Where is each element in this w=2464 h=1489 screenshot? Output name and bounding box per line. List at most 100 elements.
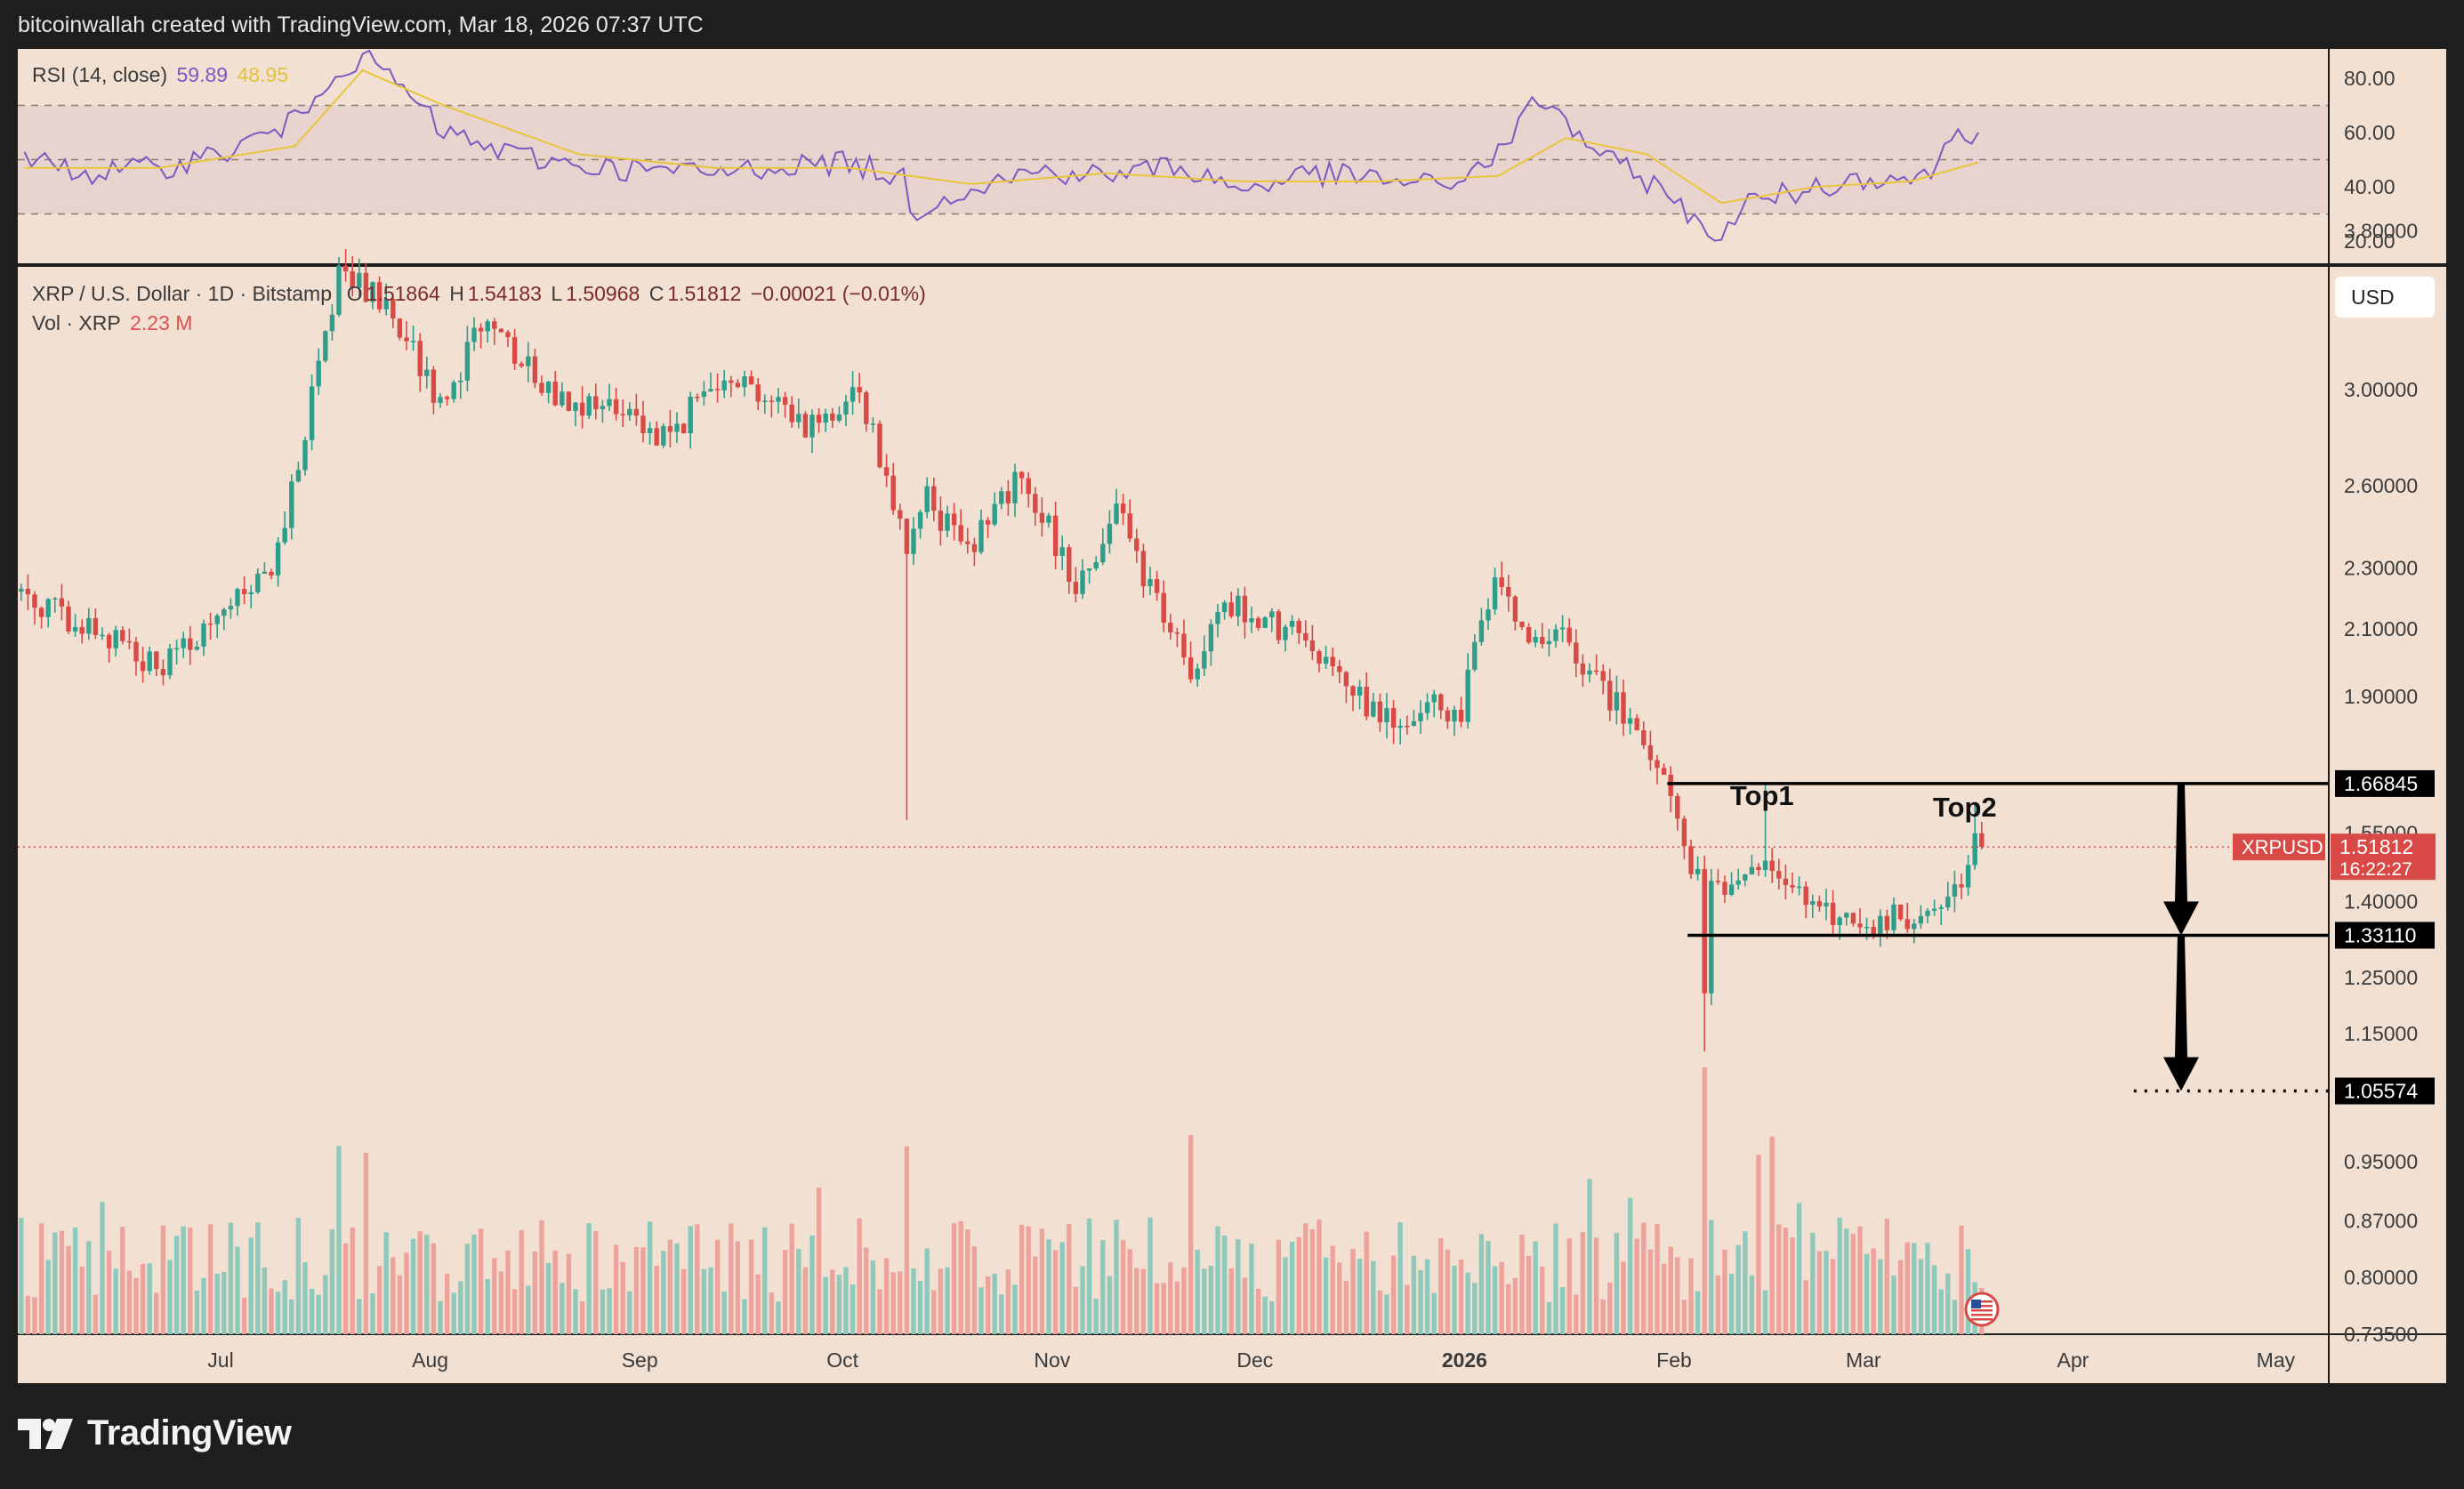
volume-bar [1871,1248,1876,1334]
volume-bar [302,1262,308,1334]
candle-body [289,481,294,528]
candle-body [519,363,524,366]
volume-bar [1824,1251,1829,1334]
price-legend[interactable]: XRP / U.S. Dollar · 1D · Bitstamp O 1.518… [32,282,930,306]
chart-area[interactable]: 80.0060.0040.0020.003.800003.400003.0000… [18,49,2446,1383]
candle-body [1715,881,1721,882]
volume-bar [329,1228,335,1334]
rsi-legend[interactable]: RSI (14, close) 59.89 48.95 [32,63,292,87]
volume-bar [1472,1283,1478,1334]
projection-arrow [2163,935,2199,1091]
volume-bar [782,1250,788,1334]
candle-body [342,265,349,271]
chart-svg[interactable]: 80.0060.0040.0020.003.800003.400003.0000… [18,49,2446,1383]
volume-bar [857,1218,862,1334]
volume-bar [545,1262,552,1334]
volume-bar [1492,1266,1498,1334]
volume-bar [1458,1260,1464,1334]
volume-bar [1228,1268,1234,1334]
candle-body [1424,702,1430,713]
candle-body [1005,491,1011,503]
volume-bar [221,1271,227,1334]
candle-body [1154,579,1160,593]
volume-bar [241,1298,247,1334]
rsi-axis-label: 40.00 [2344,175,2396,198]
volume-bar [19,1218,24,1334]
price-axis-label: 2.30000 [2344,556,2418,579]
candles-group [19,249,1985,1051]
volume-bar [417,1231,423,1334]
volume-bar [1574,1294,1579,1334]
candle-body [1979,833,1985,848]
top-annotation: Top1 [1730,780,1794,811]
candle-body [329,314,335,332]
volume-bar [1566,1238,1572,1334]
candle-body [383,298,389,310]
candle-body [357,272,362,288]
price-axis-label: 0.80000 [2344,1266,2418,1289]
candle-body [1965,865,1971,888]
candle-body [640,415,646,433]
time-axis-label: Mar [1846,1348,1881,1372]
candle-body [100,634,105,637]
us-flag-stripe [1971,1314,1993,1316]
candle-body [755,384,761,402]
volume-bar [1790,1237,1795,1334]
volume-bar [1221,1235,1228,1334]
candle-body [1850,913,1856,924]
volume-bar [431,1243,437,1334]
volume-bar [126,1270,133,1334]
candle-body [1052,515,1059,557]
currency-button[interactable]: USD [2335,277,2435,318]
volume-bar [194,1290,200,1334]
volume-bar [1526,1255,1532,1334]
candle-body [890,475,896,511]
volume-bar [816,1187,822,1334]
volume-bar [451,1292,456,1334]
tradingview-logo[interactable]: TradingView [18,1413,292,1453]
candle-body [911,528,916,554]
volume-bar [1039,1228,1045,1334]
candle-body [573,402,578,411]
volume-bar [755,1274,761,1334]
volume-bar [1465,1272,1470,1334]
volume-bar [883,1258,890,1334]
time-axis-label: Feb [1656,1348,1692,1372]
candle-body [978,519,984,552]
volume-bar [32,1297,37,1334]
candle-body [1168,623,1173,632]
candle-body [1959,884,1964,888]
candle-body [1526,627,1532,643]
volume-bar [904,1146,910,1334]
candle-body [1931,908,1937,911]
candle-body [154,651,159,670]
candle-body [1810,901,1816,905]
candle-body [1289,621,1295,627]
volume-bar [1776,1224,1782,1334]
volume-bar [438,1300,443,1334]
volume-bar [1390,1255,1397,1334]
candle-body [1438,694,1444,711]
volume-bar [1769,1136,1775,1334]
candle-body [748,376,754,385]
volume-bar [316,1294,321,1334]
volume-bar [1337,1262,1342,1334]
volume-bar [560,1283,565,1334]
candle-body [93,617,99,635]
volume-bar [160,1225,166,1334]
candle-body [992,503,997,525]
change-value: −0.00021 (−0.01%) [750,282,926,305]
candle-body [1790,884,1795,888]
volume-bar [1621,1261,1626,1334]
candle-body [19,588,24,592]
candle-body [965,541,970,544]
volume-legend[interactable]: Vol · XRP 2.23 M [32,311,196,335]
candle-body [302,439,308,471]
candle-body [167,648,173,676]
candle-body [560,391,565,406]
volume-bar [1215,1226,1220,1334]
candle-body [647,428,653,433]
candle-body [701,390,707,398]
volume-bar [1154,1283,1160,1334]
volume-bar [809,1235,815,1334]
